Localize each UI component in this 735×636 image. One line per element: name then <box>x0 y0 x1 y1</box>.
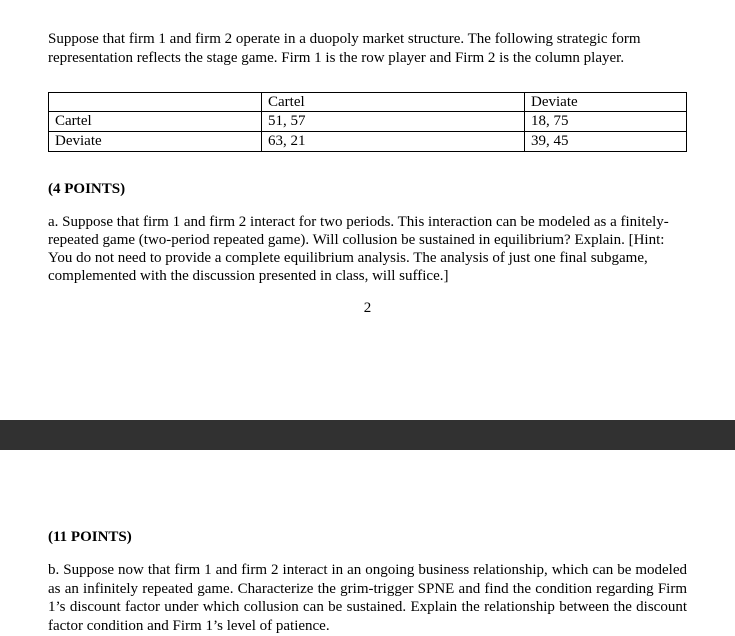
header-cell-cartel: Cartel <box>262 92 525 112</box>
page-divider <box>0 420 735 450</box>
upper-content: Suppose that firm 1 and firm 2 operate i… <box>0 0 735 317</box>
cell-deviate-cartel: 63, 21 <box>262 132 525 152</box>
cell-cartel-cartel: 51, 57 <box>262 112 525 132</box>
table-row: Cartel 51, 57 18, 75 <box>49 112 687 132</box>
table-row: Deviate 63, 21 39, 45 <box>49 132 687 152</box>
intro-paragraph: Suppose that firm 1 and firm 2 operate i… <box>48 30 687 68</box>
cell-cartel-deviate: 18, 75 <box>525 112 687 132</box>
header-cell-deviate: Deviate <box>525 92 687 112</box>
qb-points-label: (11 POINTS) <box>48 528 687 547</box>
qa-points-label: (4 POINTS) <box>48 180 687 199</box>
row-label-deviate: Deviate <box>49 132 262 152</box>
payoff-table: Cartel Deviate Cartel 51, 57 18, 75 Devi… <box>48 92 687 152</box>
qb-text: b. Suppose now that firm 1 and firm 2 in… <box>48 561 687 636</box>
row-label-cartel: Cartel <box>49 112 262 132</box>
qa-text: a. Suppose that firm 1 and firm 2 intera… <box>48 213 687 285</box>
lower-content: (11 POINTS) b. Suppose now that firm 1 a… <box>0 500 735 636</box>
header-empty-cell <box>49 92 262 112</box>
cell-deviate-deviate: 39, 45 <box>525 132 687 152</box>
page: Suppose that firm 1 and firm 2 operate i… <box>0 0 735 632</box>
page-number: 2 <box>48 299 687 318</box>
table-header-row: Cartel Deviate <box>49 92 687 112</box>
